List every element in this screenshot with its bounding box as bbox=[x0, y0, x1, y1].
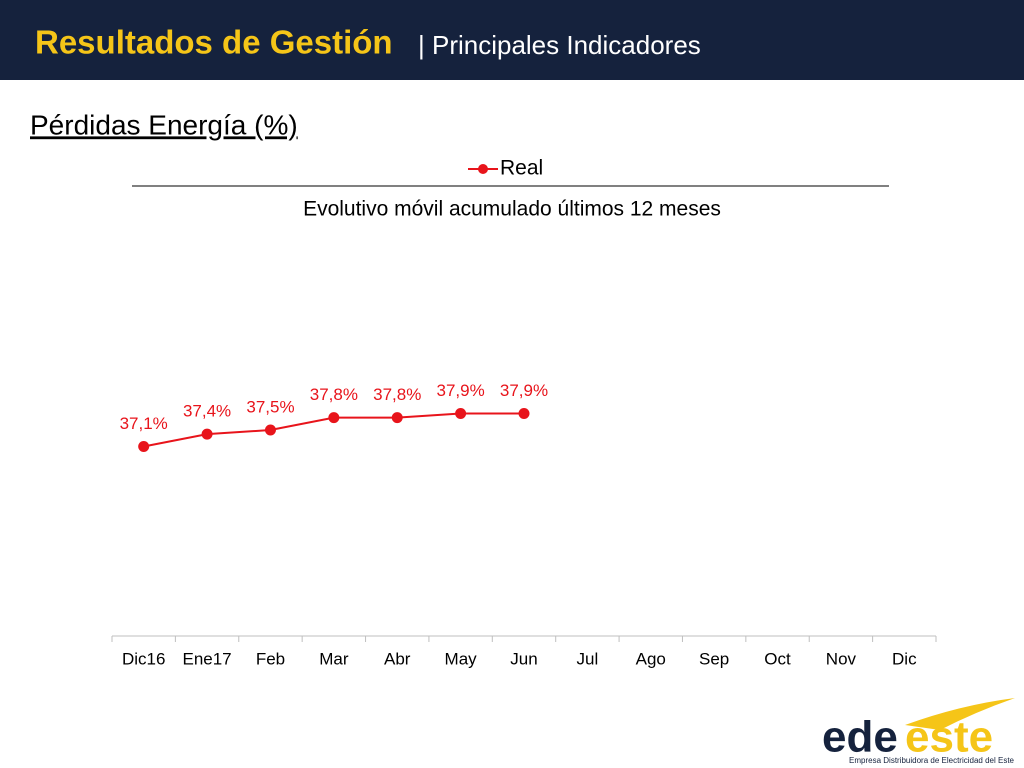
series-marker bbox=[328, 412, 340, 424]
legend-marker bbox=[478, 164, 488, 174]
series-marker bbox=[264, 424, 276, 436]
x-tick-label: Jul bbox=[577, 649, 599, 668]
logo-este: este bbox=[905, 713, 993, 762]
legend-label: Real bbox=[500, 157, 543, 180]
x-tick-label: Ago bbox=[636, 649, 666, 668]
header-subtitle: | Principales Indicadores bbox=[418, 30, 701, 60]
logo-ede: ede bbox=[822, 713, 898, 762]
series-marker bbox=[455, 408, 467, 420]
section-title: Pérdidas Energía (%) bbox=[30, 109, 298, 140]
x-tick-label: Sep bbox=[699, 649, 729, 668]
x-tick-label: Jun bbox=[510, 649, 537, 668]
x-tick-label: Dic bbox=[892, 649, 917, 668]
data-label: 37,1% bbox=[120, 414, 168, 433]
series-marker bbox=[518, 408, 530, 420]
data-label: 37,8% bbox=[310, 385, 358, 404]
x-tick-label: Nov bbox=[826, 649, 857, 668]
logo-tagline: Empresa Distribuidora de Electricidad de… bbox=[849, 756, 1015, 765]
x-tick-label: Ene17 bbox=[182, 649, 231, 668]
logo-swoosh bbox=[905, 698, 1015, 730]
series-marker bbox=[391, 412, 403, 424]
data-label: 37,9% bbox=[500, 381, 548, 400]
x-tick-label: Abr bbox=[384, 649, 411, 668]
x-tick-label: Feb bbox=[256, 649, 285, 668]
data-label: 37,8% bbox=[373, 385, 421, 404]
x-tick-label: Dic16 bbox=[122, 649, 165, 668]
header-bar bbox=[0, 0, 1024, 80]
data-label: 37,4% bbox=[183, 402, 231, 421]
x-tick-label: Mar bbox=[319, 649, 349, 668]
chart-title: Evolutivo móvil acumulado últimos 12 mes… bbox=[303, 198, 721, 221]
data-label: 37,9% bbox=[437, 381, 485, 400]
data-label: 37,5% bbox=[246, 397, 294, 416]
header-title: Resultados de Gestión bbox=[35, 24, 393, 61]
series-marker bbox=[138, 440, 150, 452]
series-marker bbox=[201, 428, 213, 440]
x-tick-label: May bbox=[445, 649, 478, 668]
x-tick-label: Oct bbox=[764, 649, 791, 668]
